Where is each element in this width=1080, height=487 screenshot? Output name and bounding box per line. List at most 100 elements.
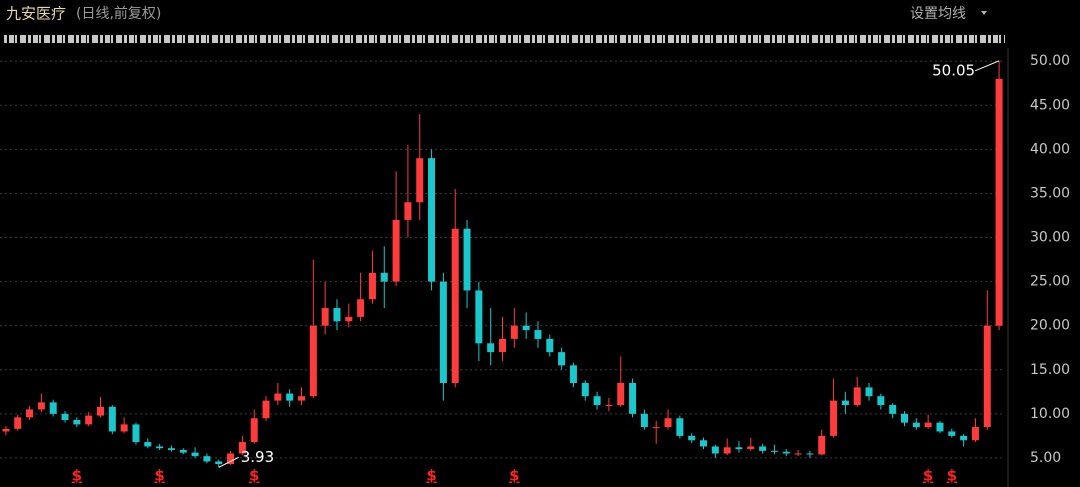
- settings-button[interactable]: 设置均线: [910, 6, 966, 22]
- candle-body: [392, 219, 400, 282]
- annotation-label: 50.05: [932, 61, 975, 79]
- candle-body: [747, 446, 755, 450]
- candle-body: [688, 435, 696, 441]
- candle-body: [439, 281, 447, 383]
- candle-body: [664, 418, 672, 428]
- candle-body: [877, 396, 885, 406]
- candle-body: [179, 449, 187, 453]
- candle-body: [617, 382, 625, 406]
- candle-body: [380, 272, 388, 282]
- y-tick-label: 45.00: [1030, 97, 1070, 113]
- y-tick-label: 20.00: [1030, 318, 1070, 334]
- candle-body: [770, 450, 778, 452]
- candle-body: [558, 352, 566, 366]
- y-tick-label: 50.00: [1030, 53, 1070, 69]
- candle-body: [534, 330, 542, 339]
- candle-body: [262, 400, 270, 419]
- y-tick-label: 35.00: [1030, 185, 1070, 201]
- candle-body: [841, 400, 849, 406]
- candle-body: [522, 325, 530, 331]
- y-tick-label: 30.00: [1030, 230, 1070, 246]
- candle-body: [924, 422, 932, 428]
- candle-body: [298, 396, 305, 401]
- event-marker: $: [72, 467, 82, 485]
- candle-body: [2, 428, 10, 432]
- candle-body: [759, 446, 767, 451]
- candle-body: [569, 365, 577, 383]
- annotation-arrow: [974, 60, 1000, 72]
- candle-body: [510, 325, 518, 339]
- candle-body: [463, 228, 471, 291]
- candle-body: [227, 453, 235, 465]
- candle-body: [357, 299, 365, 317]
- candle-body: [85, 415, 93, 425]
- candle-body: [652, 427, 660, 429]
- candle-body: [971, 427, 979, 441]
- candle-body: [983, 325, 991, 428]
- candle-body: [309, 325, 317, 397]
- event-marker: $: [154, 467, 164, 485]
- candle-body: [794, 453, 802, 455]
- y-tick-label: 5.00: [1030, 450, 1061, 466]
- candle-body: [108, 406, 116, 432]
- candle-body: [723, 447, 731, 454]
- candle-body: [156, 446, 164, 449]
- candle-body: [14, 417, 22, 429]
- event-marker: $: [947, 467, 957, 485]
- candle-body: [711, 446, 719, 454]
- stock-name: 九安医疗: [6, 5, 66, 23]
- event-marker: $: [923, 467, 933, 485]
- candle-body: [428, 158, 436, 282]
- event-marker: $: [249, 467, 259, 485]
- candle-body: [250, 418, 258, 443]
- candle-body: [451, 228, 459, 383]
- candle-body: [889, 405, 897, 414]
- candle-body: [321, 308, 329, 326]
- candle-body: [73, 420, 81, 425]
- candle-body: [37, 402, 45, 410]
- y-tick-label: 15.00: [1030, 362, 1070, 378]
- candle-body: [167, 448, 175, 450]
- candle-body: [215, 461, 223, 465]
- candle-body: [286, 393, 294, 401]
- dropdown-arrow[interactable]: [981, 11, 987, 15]
- candle-body: [368, 272, 376, 300]
- candle-body: [818, 435, 826, 455]
- candle-body: [676, 418, 684, 436]
- period-label: (日线,前复权): [76, 5, 161, 22]
- candle-body: [132, 424, 140, 443]
- y-tick-label: 40.00: [1030, 141, 1070, 157]
- candle-body: [806, 453, 814, 455]
- event-marker: $: [509, 467, 519, 485]
- y-tick-label: 25.00: [1030, 274, 1070, 290]
- candle-body: [830, 400, 838, 436]
- candle-body: [475, 290, 483, 344]
- candle-body: [404, 202, 412, 220]
- candle-body: [960, 435, 968, 441]
- candle-body: [995, 78, 1003, 326]
- candle-body: [97, 406, 104, 416]
- candle-body: [333, 308, 341, 322]
- candle-body: [203, 456, 211, 462]
- candle-body: [26, 409, 34, 418]
- candle-body: [593, 396, 601, 406]
- candle-body: [499, 338, 506, 353]
- candle-body: [782, 451, 790, 454]
- candle-body: [948, 431, 956, 436]
- candle-body: [144, 442, 152, 447]
- annotation-arrow: [218, 456, 239, 468]
- y-tick-label: 10.00: [1030, 406, 1070, 422]
- candle-body: [853, 387, 861, 406]
- candle-body: [700, 440, 707, 447]
- candle-body: [238, 442, 246, 454]
- candle-body: [605, 405, 613, 407]
- candle-body: [191, 452, 199, 457]
- candle-body: [49, 402, 57, 414]
- candle-body: [345, 316, 353, 322]
- candle-body: [581, 382, 589, 397]
- candle-body: [61, 413, 69, 421]
- candle-body: [487, 343, 495, 353]
- candle-body: [546, 338, 554, 353]
